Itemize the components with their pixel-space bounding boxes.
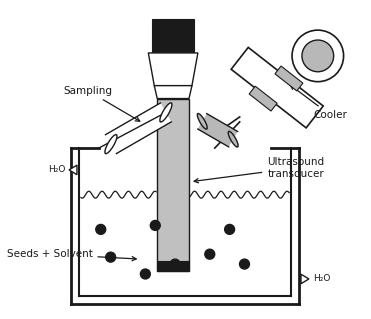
Circle shape: [292, 30, 344, 82]
Text: Cooler: Cooler: [290, 85, 348, 120]
Text: H₂O: H₂O: [48, 166, 65, 174]
Circle shape: [150, 220, 160, 230]
Ellipse shape: [105, 135, 117, 154]
Polygon shape: [69, 165, 77, 175]
Polygon shape: [198, 114, 238, 147]
Circle shape: [240, 259, 249, 269]
Bar: [157, 99, 189, 271]
Polygon shape: [275, 66, 303, 91]
Text: Seeds + Solvent: Seeds + Solvent: [7, 249, 136, 261]
Polygon shape: [154, 85, 192, 99]
Ellipse shape: [228, 131, 238, 147]
Polygon shape: [249, 86, 277, 111]
Polygon shape: [105, 103, 171, 153]
Circle shape: [205, 249, 215, 259]
Ellipse shape: [197, 114, 207, 129]
Text: Ultrasound
transducer: Ultrasound transducer: [194, 157, 324, 183]
Ellipse shape: [160, 103, 172, 122]
Polygon shape: [231, 48, 323, 128]
Bar: [152, 19, 194, 53]
Circle shape: [225, 225, 234, 234]
Circle shape: [106, 252, 116, 262]
Circle shape: [302, 40, 334, 72]
Text: Sampling: Sampling: [63, 85, 140, 121]
Polygon shape: [148, 53, 198, 85]
Circle shape: [140, 269, 150, 279]
Circle shape: [96, 225, 106, 234]
Bar: [157, 261, 189, 271]
Circle shape: [170, 259, 180, 269]
Text: H₂O: H₂O: [313, 274, 330, 284]
Polygon shape: [301, 274, 309, 284]
